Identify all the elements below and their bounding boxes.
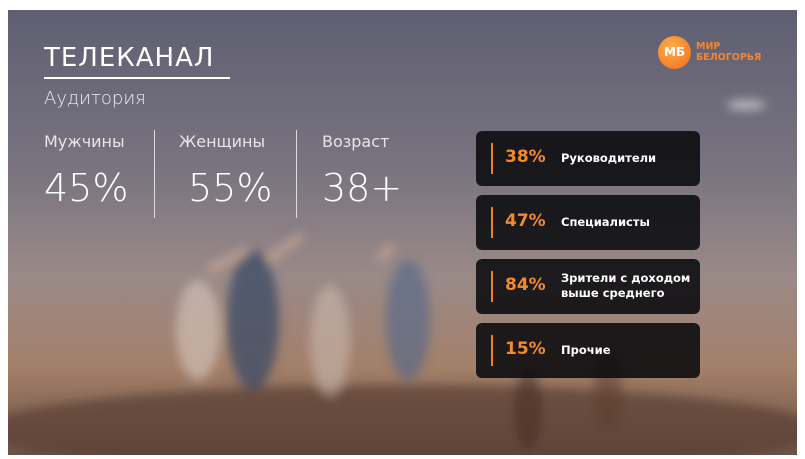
- segment-value: 47%: [505, 211, 546, 231]
- segment-card: 15% Прочие: [476, 323, 700, 378]
- page: ТЕЛЕКАНАЛ Аудитория Мужчины 45% Женщины …: [0, 0, 805, 459]
- logo-badge: МБ: [658, 36, 691, 69]
- stat-label: Женщины: [179, 132, 265, 151]
- stat-label: Возраст: [322, 132, 389, 151]
- accent-bar: [491, 207, 493, 238]
- segment-card: 47% Специалисты: [476, 195, 700, 250]
- divider: [296, 130, 297, 218]
- title: ТЕЛЕКАНАЛ: [44, 43, 214, 73]
- segment-label: выше среднего: [561, 286, 664, 301]
- divider: [154, 130, 155, 218]
- stat-value: 55%: [188, 166, 272, 210]
- accent-bar: [491, 335, 493, 366]
- accent-bar: [491, 271, 493, 302]
- segment-label: Прочие: [561, 343, 611, 358]
- segment-value: 84%: [505, 275, 546, 295]
- stat-value: 38+: [322, 166, 402, 210]
- segment-value: 15%: [505, 339, 546, 359]
- stat-label: Мужчины: [44, 132, 125, 151]
- segment-label: Руководители: [561, 151, 656, 166]
- segment-card: 38% Руководители: [476, 131, 700, 186]
- segment-card: 84% Зрители с доходом выше среднего: [476, 259, 700, 314]
- logo-text: БЕЛОГОРЬЯ: [696, 52, 761, 63]
- segment-label: Зрители с доходом: [561, 271, 690, 286]
- segment-value: 38%: [505, 147, 546, 167]
- stat-value: 45%: [44, 166, 128, 210]
- slide: ТЕЛЕКАНАЛ Аудитория Мужчины 45% Женщины …: [8, 10, 797, 455]
- title-underline: [44, 77, 230, 79]
- segment-label: Специалисты: [561, 215, 650, 230]
- subtitle: Аудитория: [44, 88, 146, 109]
- logo-text: МИР: [696, 41, 720, 52]
- accent-bar: [491, 143, 493, 174]
